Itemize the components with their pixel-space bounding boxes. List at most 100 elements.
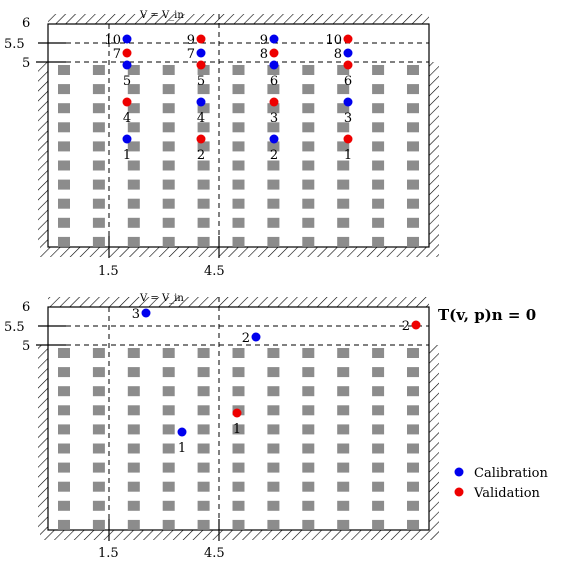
obstacle-square (232, 179, 245, 190)
point-label: 3 (344, 111, 352, 126)
obstacle-square (197, 405, 210, 416)
obstacle-square (337, 348, 350, 358)
point-label: 4 (123, 111, 131, 126)
obstacle-square (337, 122, 350, 133)
calibration-point (141, 308, 151, 318)
obstacle-square (162, 84, 175, 95)
obstacle-square (302, 179, 315, 190)
obstacle-square (302, 519, 315, 530)
obstacle-square (197, 103, 210, 114)
obstacle-square (92, 519, 105, 530)
obstacle-square (197, 348, 210, 358)
obstacle-square (267, 481, 280, 492)
obstacle-square (372, 462, 385, 473)
obstacle-square (197, 481, 210, 492)
obstacle-square (162, 122, 175, 133)
domain-border (47, 23, 430, 248)
obstacle-square (92, 500, 105, 511)
obstacle-square (92, 405, 105, 416)
point-label: 8 (334, 47, 342, 62)
obstacle-square (162, 519, 175, 530)
point-label: 3 (270, 111, 278, 126)
obstacle-square (58, 367, 70, 378)
y-tick-5: 5 (22, 339, 30, 354)
obstacle-square (407, 386, 419, 397)
obstacle-square (407, 84, 419, 95)
obstacle-square (127, 519, 140, 530)
hatch-top-wall (48, 297, 429, 307)
obstacle-square (127, 405, 140, 416)
panel-bottom: 6 5.5 5 1.5 4.5 V = V_in 3 2 2 1 1 (4, 293, 439, 561)
obstacle-square (267, 84, 280, 95)
obstacle-square (58, 141, 70, 152)
obstacle-square (302, 160, 315, 171)
obstacle-grid (58, 65, 419, 247)
obstacle-square (197, 519, 210, 530)
obstacle-square (337, 84, 350, 95)
point-label: 9 (260, 33, 268, 48)
validation-point (343, 60, 353, 70)
obstacle-square (267, 500, 280, 511)
obstacle-square (127, 462, 140, 473)
obstacle-square (58, 65, 70, 75)
obstacle-square (407, 160, 419, 171)
point-label: 1 (123, 148, 131, 163)
obstacle-square (407, 519, 419, 530)
obstacle-square (337, 481, 350, 492)
obstacle-square (197, 500, 210, 511)
obstacle-square (337, 160, 350, 171)
x-tick-4-5: 4.5 (204, 264, 225, 279)
obstacle-square (337, 424, 350, 435)
obstacle-square (162, 348, 175, 358)
obstacle-square (58, 386, 70, 397)
obstacle-square (407, 122, 419, 133)
obstacle-square (372, 84, 385, 95)
obstacle-square (197, 179, 210, 190)
point-label: 6 (344, 74, 352, 89)
calibration-point (177, 427, 187, 437)
point-label: 3 (132, 307, 140, 322)
outlet-boundary-condition: T(v, p)n = 0 (438, 306, 536, 324)
obstacle-square (337, 236, 350, 247)
legend-calibration-marker (454, 467, 464, 477)
obstacle-square (407, 103, 419, 114)
obstacle-square (337, 103, 350, 114)
obstacle-square (372, 348, 385, 358)
obstacle-square (92, 198, 105, 209)
obstacle-square (162, 236, 175, 247)
obstacle-square (372, 122, 385, 133)
calibration-point (122, 134, 132, 144)
obstacle-square (267, 160, 280, 171)
obstacle-square (162, 500, 175, 511)
obstacle-square (58, 179, 70, 190)
panel-top: 6 5.5 5 1.5 4.5 V = V_in 107541975429863… (4, 10, 439, 279)
obstacle-square (302, 65, 315, 75)
obstacle-square (337, 367, 350, 378)
obstacle-square (372, 424, 385, 435)
obstacle-square (267, 141, 280, 152)
obstacle-square (267, 462, 280, 473)
obstacle-square (197, 84, 210, 95)
obstacle-square (232, 519, 245, 530)
obstacle-square (302, 103, 315, 114)
obstacle-square (372, 217, 385, 228)
validation-point (122, 48, 132, 58)
obstacle-square (232, 481, 245, 492)
validation-point (269, 48, 279, 58)
inlet-label: V = V_in (139, 293, 184, 304)
obstacle-square (127, 500, 140, 511)
obstacle-square (92, 217, 105, 228)
obstacle-square (267, 367, 280, 378)
obstacle-square (267, 236, 280, 247)
obstacle-square (372, 500, 385, 511)
obstacle-square (127, 103, 140, 114)
validation-point (196, 34, 206, 44)
point-label: 2 (197, 148, 205, 163)
obstacle-square (92, 179, 105, 190)
obstacle-square (197, 217, 210, 228)
obstacle-square (197, 462, 210, 473)
obstacle-square (127, 481, 140, 492)
obstacle-square (58, 405, 70, 416)
obstacle-square (407, 141, 419, 152)
obstacle-square (232, 367, 245, 378)
